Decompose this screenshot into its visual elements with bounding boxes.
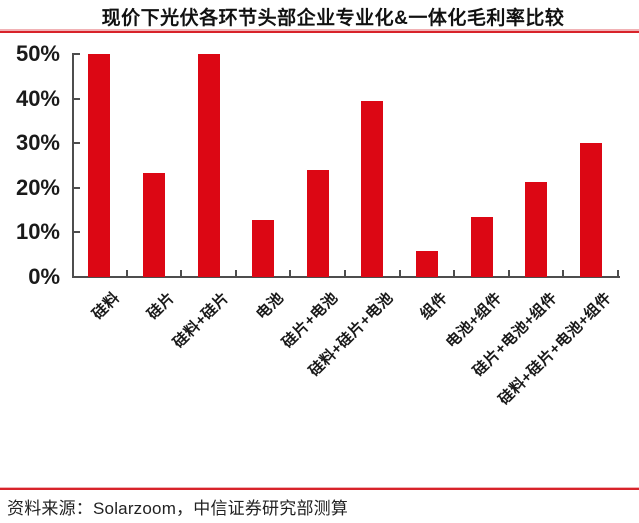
x-tick-mark (562, 270, 565, 276)
bar-9 (525, 182, 548, 277)
y-tick-mark (74, 53, 80, 55)
y-axis-label: 0% (28, 264, 60, 289)
x-axis-label-text: 硅料 (89, 289, 124, 324)
y-axis-label: 50% (15, 41, 60, 66)
y-tick-mark (74, 97, 80, 100)
x-axis-label-text: 硅片 (144, 289, 179, 324)
y-tick-mark (74, 142, 80, 145)
y-axis-label: 40% (15, 85, 60, 111)
bar-4 (252, 220, 275, 277)
bar-8 (470, 217, 493, 277)
bar-2 (142, 173, 165, 277)
y-tick-mark (74, 186, 80, 189)
x-tick-mark (507, 270, 510, 276)
chart-title: 现价下光伏各环节头部企业专业化&一体化毛利率比较 (101, 8, 565, 29)
x-tick-mark (234, 270, 237, 276)
bar-7 (415, 251, 438, 277)
title-divider-line (0, 31, 639, 33)
bar-6 (361, 101, 384, 277)
bar-5 (306, 170, 329, 277)
x-tick-mark (453, 270, 456, 276)
y-axis-label: 20% (15, 174, 60, 200)
plot-area: 0% 10% 20% 30% 40% 50% 硅料 硅片 硅料+硅片 电池 硅片+电池 硅料+硅片+… (15, 41, 620, 408)
x-axis-label-text: 硅料+硅片 (170, 289, 233, 352)
x-tick-mark (180, 270, 183, 276)
x-tick-mark (398, 270, 401, 276)
bar-1 (88, 54, 111, 277)
y-axis-label: 10% (15, 219, 60, 245)
y-axis-line (72, 53, 74, 278)
x-tick-mark (289, 270, 292, 276)
y-tick-mark (74, 231, 80, 234)
x-tick-mark (617, 270, 619, 276)
x-tick-mark (125, 270, 128, 276)
source-note: 资料来源：Solarzoom，中信证券研究部测算 (7, 499, 349, 518)
x-axis-label-text: 组件 (417, 289, 452, 324)
x-axis-line (72, 276, 620, 278)
x-axis-label-text: 电池 (253, 289, 288, 324)
x-tick-mark (344, 270, 346, 276)
footer-divider-line (0, 488, 639, 490)
bar-10 (579, 143, 602, 277)
bar-3 (197, 54, 220, 277)
y-axis-label: 30% (15, 130, 60, 156)
